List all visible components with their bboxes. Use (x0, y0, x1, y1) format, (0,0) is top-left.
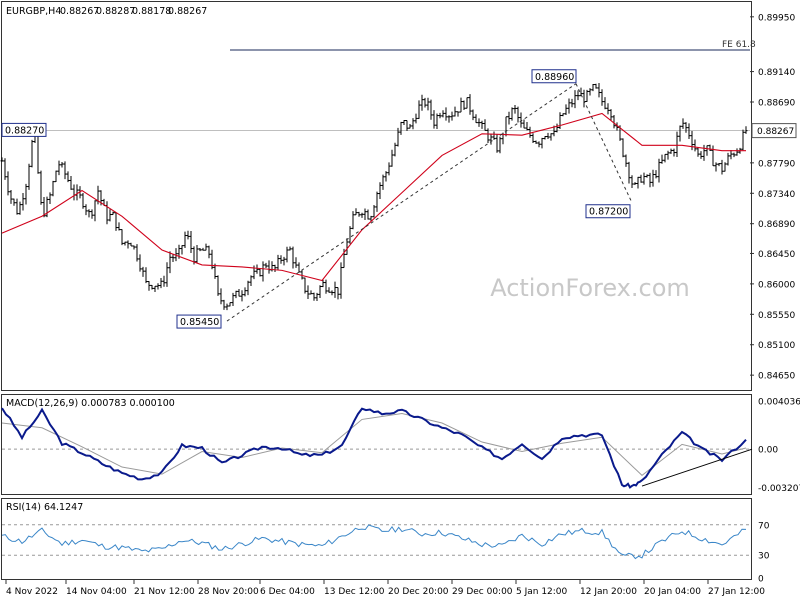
price-tick-label: 0.88690 (758, 99, 795, 109)
price-tick-label: 0.85550 (758, 311, 795, 321)
price-tick-label: 0.86890 (758, 220, 795, 230)
rsi-tick-label: 70 (758, 521, 770, 531)
macd-line (1, 407, 747, 489)
price-annotation-label: 0.88960 (535, 72, 574, 83)
x-tick-label: 20 Dec 20:00 (388, 587, 449, 597)
x-tick-label: 4 Nov 2022 (6, 587, 58, 597)
x-tick-label: 28 Nov 20:00 (198, 587, 259, 597)
price-tick-label: 0.86000 (758, 280, 795, 290)
price-tick-label: 0.85100 (758, 341, 795, 351)
moving-average-line (1, 112, 746, 282)
rsi-plot (1, 524, 747, 560)
swing-line-down (575, 83, 633, 203)
swing-line-up (226, 83, 577, 322)
macd-header: MACD(12,26,9) 0.000783 0.000100 (6, 398, 175, 409)
rsi-tick-label: 30 (758, 552, 770, 562)
rsi-header: RSI(14) 64.1247 (6, 502, 83, 513)
macd-tick-label: 0.00 (758, 446, 778, 456)
macd-tick-label: -0.003207 (758, 484, 800, 494)
price-annotation-box (1, 122, 47, 137)
rsi-panel-frame (1, 498, 752, 580)
price-annotation-label: 0.88270 (5, 125, 44, 136)
macd-tick-label: 0.004036 (758, 398, 800, 408)
x-tick-label: 20 Jan 04:00 (644, 587, 701, 597)
macd-trendline (641, 448, 753, 487)
x-tick-label: 14 Nov 04:00 (66, 587, 127, 597)
price-tick-label: 0.89950 (758, 13, 795, 23)
price-tick-label: 0.86450 (758, 250, 795, 260)
macd-panel-frame (1, 394, 752, 495)
price-annotation-box (531, 69, 577, 84)
price-tick-label: 0.89140 (758, 68, 795, 78)
price-plot: 0.88960 0.87200 0.85450 0.88270 FE 61.8 (0, 40, 756, 329)
price-tick-label: 0.87340 (758, 190, 795, 200)
x-tick-label: 12 Jan 20:00 (580, 587, 637, 597)
x-tick-label: 27 Jan 12:00 (708, 587, 765, 597)
macd-signal-line (1, 412, 747, 476)
price-header-close: 0.88267 (168, 6, 207, 17)
current-price-box (751, 123, 797, 139)
macd-plot (1, 407, 753, 489)
price-annotation-box (176, 314, 222, 329)
watermark: ActionForex.com (490, 274, 690, 302)
price-header-symbol: EURGBP,H4 (6, 6, 61, 17)
rsi-line (1, 524, 747, 560)
price-header-open: 0.88267 (60, 6, 99, 17)
price-tick-label: 0.87790 (758, 159, 795, 169)
price-tick-label: 0.84650 (758, 372, 795, 382)
x-tick-label: 13 Dec 12:00 (324, 587, 385, 597)
price-header-high: 0.88287 (96, 6, 135, 17)
rsi-tick-label: 0 (758, 575, 764, 585)
x-tick-label: 5 Jan 12:00 (516, 587, 568, 597)
grid-layer (2, 130, 750, 556)
price-header-low: 0.88178 (132, 6, 171, 17)
price-annotation-box (585, 204, 631, 219)
fe-618-label: FE 61.8 (722, 40, 756, 50)
x-tick-label: 6 Dec 04:00 (260, 587, 315, 597)
price-annotation-label: 0.85450 (180, 317, 219, 328)
x-tick-label: 29 Dec 00:00 (452, 587, 513, 597)
axis-labels: 0.89950 0.89140 0.88690 0.87790 0.87340 0.868… (5, 13, 800, 597)
current-price-label: 0.88267 (757, 127, 794, 137)
x-tick-label: 21 Nov 12:00 (134, 587, 195, 597)
price-annotation-label: 0.87200 (589, 207, 628, 218)
